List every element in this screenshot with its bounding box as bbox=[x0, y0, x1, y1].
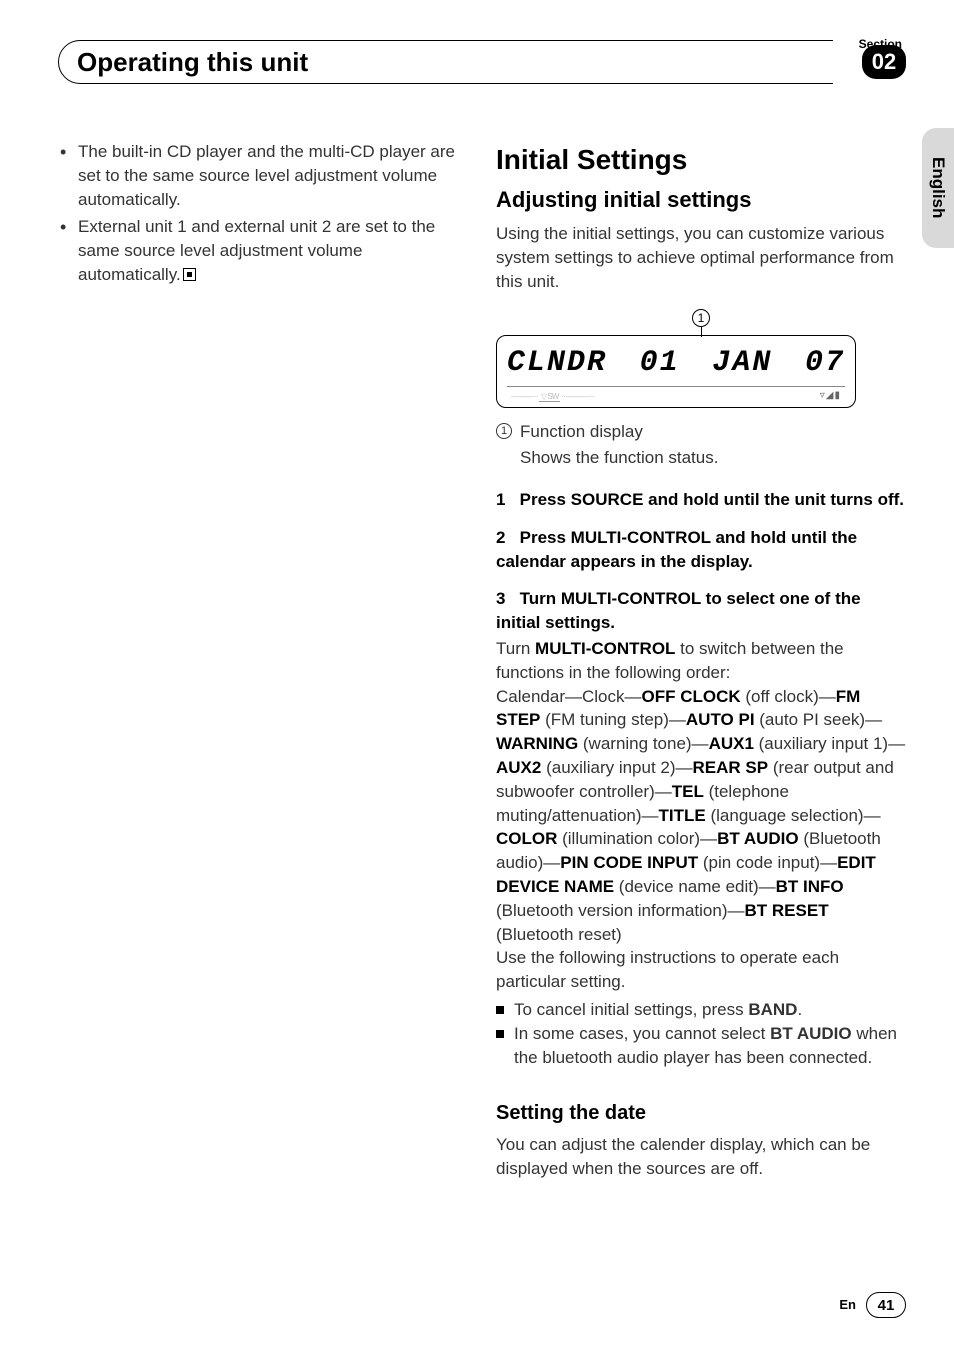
lcd-text-left: CLNDR bbox=[507, 342, 607, 384]
callout-number: 1 bbox=[692, 309, 710, 327]
page-number: 41 bbox=[866, 1292, 906, 1318]
list-item: External unit 1 and external unit 2 are … bbox=[58, 215, 468, 286]
right-column: Initial Settings Adjusting initial setti… bbox=[496, 140, 906, 1193]
sub-heading: Adjusting initial settings bbox=[496, 185, 906, 216]
page-footer: En 41 bbox=[839, 1292, 906, 1318]
date-body: You can adjust the calender display, whi… bbox=[496, 1133, 906, 1181]
note-item: In some cases, you cannot select BT AUDI… bbox=[496, 1022, 906, 1070]
date-heading: Setting the date bbox=[496, 1099, 906, 1127]
function-outro: Use the following instructions to operat… bbox=[496, 946, 906, 994]
chapter-title: Operating this unit bbox=[59, 40, 308, 84]
step-2: 2 Press MULTI-CONTROL and hold until the… bbox=[496, 526, 906, 574]
step-3: 3 Turn MULTI-CONTROL to select one of th… bbox=[496, 587, 906, 635]
display-figure: 1 CLNDR 01 JAN 07 — —— ·· ▽ SW ·· ——— ··… bbox=[496, 309, 906, 408]
function-intro: Turn MULTI-CONTROL to switch between the… bbox=[496, 637, 906, 685]
list-item-text: External unit 1 and external unit 2 are … bbox=[78, 217, 435, 284]
note-list: To cancel initial settings, press BAND. … bbox=[496, 998, 906, 1069]
caption-title: Function display bbox=[520, 420, 906, 444]
lcd-decorative-marks: — —— ·· ▽ SW ·· ——— ···· bbox=[511, 391, 595, 402]
note-item: To cancel initial settings, press BAND. bbox=[496, 998, 906, 1022]
section-heading: Initial Settings bbox=[496, 140, 906, 179]
intro-paragraph: Using the initial settings, you can cust… bbox=[496, 222, 906, 293]
caption-subtitle: Shows the function status. bbox=[520, 446, 906, 470]
section-label: Section bbox=[859, 36, 902, 53]
caption-number: 1 bbox=[496, 423, 512, 439]
lcd-text-year: 07 bbox=[805, 342, 845, 384]
step-1: 1 Press SOURCE and hold until the unit t… bbox=[496, 488, 906, 512]
list-item: The built-in CD player and the multi-CD … bbox=[58, 140, 468, 211]
lcd-display: CLNDR 01 JAN 07 — —— ·· ▽ SW ·· ——— ····… bbox=[496, 335, 856, 408]
language-tab-label: English bbox=[926, 157, 950, 218]
left-column: The built-in CD player and the multi-CD … bbox=[58, 140, 468, 1193]
footer-language: En bbox=[839, 1296, 856, 1314]
function-sequence: Calendar—Clock—OFF CLOCK (off clock)—FM … bbox=[496, 685, 906, 947]
language-tab: English bbox=[922, 128, 954, 248]
signal-icon: ▿◢▮ bbox=[820, 389, 841, 403]
notes-list: The built-in CD player and the multi-CD … bbox=[58, 140, 468, 287]
lcd-text-day: 01 bbox=[640, 342, 680, 384]
end-section-icon bbox=[183, 268, 196, 281]
lcd-text-month: JAN bbox=[712, 342, 772, 384]
chapter-title-frame: Operating this unit bbox=[58, 40, 854, 84]
